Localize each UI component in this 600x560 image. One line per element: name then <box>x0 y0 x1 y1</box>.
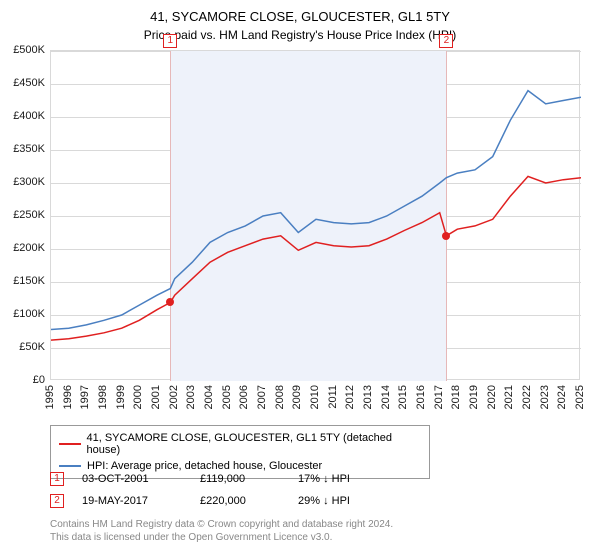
y-axis-tick: £500K <box>13 44 45 56</box>
y-axis-tick: £150K <box>13 275 45 287</box>
x-axis-tick: 2024 <box>556 385 568 409</box>
x-axis-tick: 2014 <box>380 385 392 409</box>
event-dot <box>442 232 450 240</box>
x-axis-tick: 2006 <box>238 385 250 409</box>
x-axis-tick: 1997 <box>79 385 91 409</box>
events-table: 1 03-OCT-2001 £119,000 17% ↓ HPI 2 19-MA… <box>50 468 580 512</box>
x-axis-tick: 2016 <box>415 385 427 409</box>
x-axis-tick: 1995 <box>44 385 56 409</box>
x-axis-tick: 1998 <box>97 385 109 409</box>
event-row: 1 03-OCT-2001 £119,000 17% ↓ HPI <box>50 468 580 490</box>
footer-line: Contains HM Land Registry data © Crown c… <box>50 518 393 531</box>
x-axis-tick: 2013 <box>362 385 374 409</box>
x-axis-tick: 2012 <box>344 385 356 409</box>
event-delta: 29% ↓ HPI <box>298 495 350 507</box>
x-axis-tick: 2010 <box>309 385 321 409</box>
legend-label: 41, SYCAMORE CLOSE, GLOUCESTER, GL1 5TY … <box>87 432 422 456</box>
x-axis-tick: 2015 <box>397 385 409 409</box>
legend-swatch <box>59 443 81 445</box>
x-axis-tick: 2020 <box>486 385 498 409</box>
x-axis-tick: 1996 <box>62 385 74 409</box>
event-delta: 17% ↓ HPI <box>298 473 350 485</box>
plot-region: 12 <box>50 50 580 380</box>
x-axis-tick: 2023 <box>539 385 551 409</box>
event-marker-box: 1 <box>163 34 177 48</box>
chart-area: 12 £0£50K£100K£150K£200K£250K£300K£350K£… <box>50 50 580 380</box>
x-axis-tick: 2025 <box>574 385 586 409</box>
x-axis-tick: 2011 <box>327 385 339 409</box>
event-price: £220,000 <box>200 495 280 507</box>
x-axis-tick: 2019 <box>468 385 480 409</box>
x-axis-tick: 2018 <box>450 385 462 409</box>
x-axis-tick: 2021 <box>503 385 515 409</box>
x-axis-tick: 2017 <box>433 385 445 409</box>
y-axis-tick: £200K <box>13 242 45 254</box>
chart-title: 41, SYCAMORE CLOSE, GLOUCESTER, GL1 5TY <box>0 0 600 26</box>
event-marker-box: 2 <box>439 34 453 48</box>
y-axis-tick: £250K <box>13 209 45 221</box>
event-price: £119,000 <box>200 473 280 485</box>
y-axis-tick: £100K <box>13 308 45 320</box>
x-axis-tick: 2009 <box>291 385 303 409</box>
x-axis-tick: 1999 <box>115 385 127 409</box>
x-axis-tick: 2022 <box>521 385 533 409</box>
y-axis-tick: £450K <box>13 77 45 89</box>
x-axis-tick: 2001 <box>150 385 162 409</box>
y-axis-tick: £50K <box>19 341 45 353</box>
series-lines <box>51 51 581 381</box>
event-index-box: 1 <box>50 472 64 486</box>
event-row: 2 19-MAY-2017 £220,000 29% ↓ HPI <box>50 490 580 512</box>
chart-subtitle: Price paid vs. HM Land Registry's House … <box>0 26 600 48</box>
y-axis-tick: £300K <box>13 176 45 188</box>
footer-line: This data is licensed under the Open Gov… <box>50 531 393 544</box>
event-date: 03-OCT-2001 <box>82 473 182 485</box>
x-axis-tick: 2000 <box>132 385 144 409</box>
x-axis-tick: 2008 <box>274 385 286 409</box>
legend-item: 41, SYCAMORE CLOSE, GLOUCESTER, GL1 5TY … <box>59 430 421 458</box>
series-line-price_paid <box>51 176 581 340</box>
event-index-box: 2 <box>50 494 64 508</box>
legend-swatch <box>59 465 81 467</box>
x-axis-tick: 2002 <box>168 385 180 409</box>
x-axis-tick: 2005 <box>221 385 233 409</box>
series-line-hpi <box>51 91 581 330</box>
y-axis-tick: £350K <box>13 143 45 155</box>
x-axis-tick: 2004 <box>203 385 215 409</box>
chart-container: 41, SYCAMORE CLOSE, GLOUCESTER, GL1 5TY … <box>0 0 600 560</box>
event-date: 19-MAY-2017 <box>82 495 182 507</box>
x-axis-tick: 2003 <box>185 385 197 409</box>
footer-attribution: Contains HM Land Registry data © Crown c… <box>50 518 393 544</box>
event-dot <box>166 298 174 306</box>
x-axis-tick: 2007 <box>256 385 268 409</box>
y-axis-tick: £400K <box>13 110 45 122</box>
